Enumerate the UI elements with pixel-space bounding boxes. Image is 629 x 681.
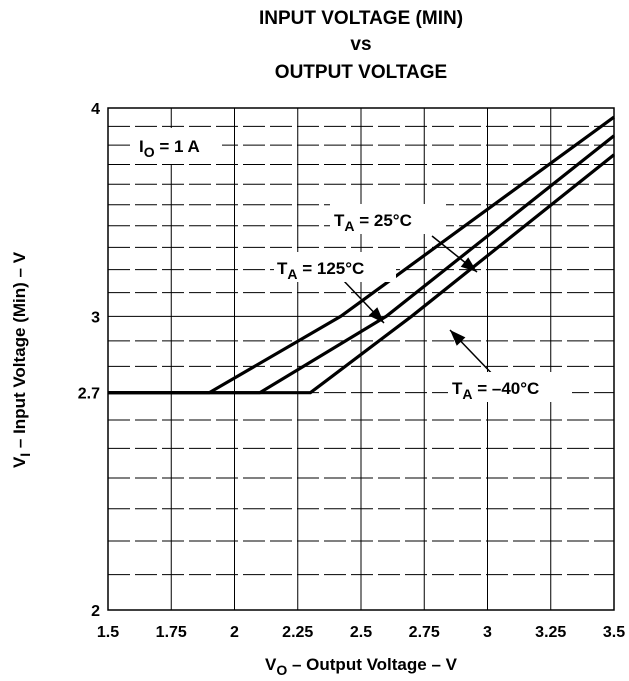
y-axis-label-main: V [10,456,29,468]
chart-title-line-1: INPUT VOLTAGE (MIN) [259,8,463,29]
x-axis-label-rest: – Output Voltage – V [287,655,457,674]
x-tick-label: 2.75 [409,624,440,641]
series-label-125c-rest: = 125°C [298,259,365,278]
condition-sub: O [144,144,155,160]
series-label-125c-sub: A [287,266,297,282]
series-label-minus40c: TA = –40°C [448,372,572,402]
tick-labels: 1.5 1.75 2 2.25 2.5 2.75 3 3.25 3.5 2 2.7 3 4 [78,101,625,641]
svg-text:TA = 25°C: TA = 25°C [334,211,412,234]
x-tick-label: 2.5 [350,624,372,641]
y-tick-label: 2 [91,603,100,620]
arrow-25c [431,235,478,273]
plot-frame [107,107,615,611]
chart-title-line-3: OUTPUT VOLTAGE [275,62,447,83]
y-axis-label: VI – Input Voltage (Min) – V [10,251,33,468]
x-tick-label: 1.75 [156,624,187,641]
chart-title-line-2: vs [350,34,371,55]
series-label-25c-sub: A [344,218,354,234]
condition-rest: = 1 A [155,137,200,156]
arrow-minus40c [449,329,499,381]
condition-annotation: IO = 1 A [130,128,222,164]
series-label-25c: TA = 25°C [330,204,446,234]
annotation-arrows [342,235,499,381]
x-tick-label: 1.5 [97,624,119,641]
x-tick-label: 2 [230,624,239,641]
series-label-25c-rest: = 25°C [355,211,412,230]
y-axis-label-rest: – Input Voltage (Min) – V [10,251,29,453]
y-axis-label-sub: I [17,453,33,457]
y-tick-label: 4 [91,101,100,118]
x-tick-label: 2.25 [282,624,313,641]
series-label-25c-main: T [334,211,345,230]
x-axis-label-main: V [265,655,277,674]
x-axis-label: VO – Output Voltage – V [265,655,458,678]
y-tick-label: 3 [91,309,100,326]
svg-text:TA = 125°C: TA = 125°C [277,259,364,282]
svg-text:IO = 1 A: IO = 1 A [139,137,200,160]
arrow-125c [342,279,385,324]
condition-main: I [139,137,144,156]
y-tick-label: 2.7 [78,386,100,403]
series-label-minus40c-sub: A [462,386,472,402]
grid [108,108,614,610]
series-lines [108,115,615,395]
x-tick-label: 3.5 [603,624,625,641]
x-tick-label: 3 [483,624,492,641]
series-label-125c: TA = 125°C [274,252,396,282]
x-axis-label-sub: O [276,662,287,678]
x-tick-label: 3.25 [535,624,566,641]
series-line-minus40c [108,153,615,395]
series-label-125c-main: T [277,259,288,278]
series-label-minus40c-main: T [452,379,463,398]
svg-text:TA = –40°C: TA = –40°C [452,379,539,402]
series-label-minus40c-rest: = –40°C [473,379,540,398]
